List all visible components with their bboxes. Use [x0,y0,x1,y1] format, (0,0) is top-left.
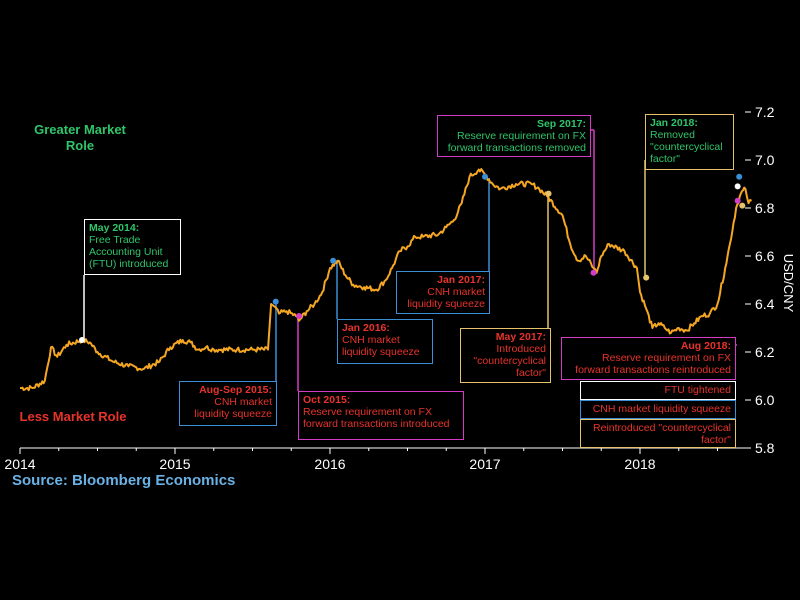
annotation-jan-2017-header: Jan 2017: [437,274,485,286]
y-tick-label: 6.8 [755,200,775,216]
x-tick-label: 2018 [624,456,655,472]
annotation-may-2017-header: May 2017: [495,331,546,343]
annotation-may-2014: May 2014: Free Trade Accounting Unit (FT… [84,219,181,275]
y-axis-label: USD/CNY [781,254,796,313]
annotation-jan-2016-header: Jan 2016: [342,322,390,334]
x-tick-label: 2015 [159,456,190,472]
x-tick-label: 2016 [314,456,345,472]
y-tick-label: 5.8 [755,440,775,456]
y-axis-ticks: 5.8 6.0 6.2 6.4 6.6 6.8 7.0 7.2 [745,104,775,456]
y-tick-label: 6.2 [755,344,775,360]
annotation-aug-sep-2015-header: Aug-Sep 2015: [199,384,272,396]
annotation-cnh-squeeze-2018-body: CNH market liquidity squeeze [592,403,731,415]
event-marker [734,183,741,190]
annotation-jan-2017-body: CNH market liquidity squeeze [407,286,485,310]
annotation-reintroduced-ccf-body: Reintroduced "countercyclical factor" [593,422,731,446]
annotation-jan-2018: Jan 2018: Removed "countercyclical facto… [645,114,734,170]
annotation-oct-2015-body: Reserve requirement on FX forward transa… [303,406,450,430]
annotation-may-2014-header: May 2014: [89,222,140,234]
annotation-jan-2016: Jan 2016: CNH market liquidity squeeze [337,319,433,364]
usdcny-series [19,168,753,392]
y-tick-label: 6.0 [755,392,775,408]
event-marker [330,257,337,264]
event-markers [79,173,746,343]
annotation-reintroduced-ccf: Reintroduced "countercyclical factor" [580,419,736,448]
annotation-jan-2018-body: Removed "countercyclical factor" [650,129,723,165]
annotation-ftu-tightened-body: FTU tightened [664,384,731,396]
annotation-cnh-squeeze-2018: CNH market liquidity squeeze [580,400,736,419]
y-tick-label: 6.6 [755,248,775,264]
x-tick-label: 2017 [469,456,500,472]
source-note: Source: Bloomberg Economics [12,472,236,489]
annotation-may-2017: May 2017: Introduced "countercyclical fa… [460,328,551,383]
annotation-sep-2017-body: Reserve requirement on FX forward transa… [447,130,586,154]
annotation-jan-2017: Jan 2017: CNH market liquidity squeeze [396,271,490,314]
event-marker [296,313,302,319]
event-marker [739,202,746,209]
annotation-oct-2015: Oct 2015: Reserve requirement on FX forw… [298,391,464,440]
event-marker [734,197,741,204]
x-axis-ticks: 2014 2015 2016 2017 2018 [4,448,718,472]
event-marker [545,190,552,197]
annotation-ftu-tightened: FTU tightened [580,381,736,400]
series-line-usdcny [19,168,753,392]
annotation-may-2017-body: Introduced "countercyclical factor" [473,343,546,379]
annotation-aug-2018: Aug 2018: Reserve requirement on FX forw… [561,337,736,380]
annotation-aug-2018-body: Reserve requirement on FX forward transa… [575,352,731,376]
event-marker [736,173,743,180]
greater-market-role-label: Greater Market Role [34,122,126,153]
annotation-aug-sep-2015-body: CNH market liquidity squeeze [194,396,272,420]
annotation-sep-2017-header: Sep 2017: [536,118,586,130]
event-marker [643,274,650,281]
y-tick-label: 7.2 [755,104,775,120]
event-marker [482,173,488,180]
annotation-connectors [83,129,737,391]
annotation-sep-2017: Sep 2017: Reserve requirement on FX forw… [437,115,591,157]
event-marker [590,269,597,276]
annotation-jan-2018-header: Jan 2018: [650,117,698,129]
y-tick-label: 6.4 [755,296,775,312]
y-tick-label: 7.0 [755,152,775,168]
event-marker [79,337,85,343]
event-marker [272,298,279,305]
annotation-may-2014-body: Free Trade Accounting Unit (FTU) introdu… [89,234,169,270]
annotation-aug-sep-2015: Aug-Sep 2015: CNH market liquidity squee… [179,381,277,426]
less-market-role-label: Less Market Role [19,409,127,424]
annotation-oct-2015-header: Oct 2015: [303,394,351,406]
annotation-jan-2016-body: CNH market liquidity squeeze [342,334,420,358]
x-tick-label: 2014 [4,456,35,472]
annotation-aug-2018-header: Aug 2018: [680,340,731,352]
